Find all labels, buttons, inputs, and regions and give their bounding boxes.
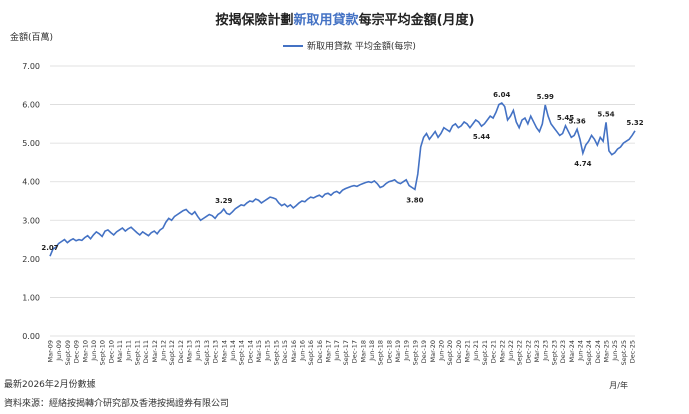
x-tick-label: Sept-24 bbox=[585, 340, 593, 365]
x-tick-label: Mar-10 bbox=[81, 340, 89, 362]
x-tick-label: Jun-16 bbox=[298, 340, 306, 362]
x-tick-label: Jun-09 bbox=[55, 340, 63, 362]
data-label: 6.04 bbox=[493, 91, 510, 99]
x-tick-label: Mar-19 bbox=[394, 340, 402, 362]
x-tick-label: Jun-19 bbox=[403, 340, 411, 362]
x-tick-label: Mar-14 bbox=[220, 340, 228, 362]
y-tick-label: 1.00 bbox=[22, 293, 40, 302]
x-tick-label: Dec-19 bbox=[420, 340, 428, 363]
data-label: 5.54 bbox=[597, 110, 614, 118]
data-label: 5.44 bbox=[473, 133, 490, 141]
x-tick-label: Dec-24 bbox=[594, 340, 602, 363]
x-tick-label: Dec-22 bbox=[524, 340, 532, 363]
x-tick-label: Dec-11 bbox=[142, 340, 150, 363]
y-tick-label: 0.00 bbox=[22, 332, 40, 341]
y-tick-label: 6.00 bbox=[22, 101, 40, 110]
x-tick-label: Dec-21 bbox=[490, 340, 498, 363]
x-tick-label: Sept-19 bbox=[411, 340, 419, 365]
x-tick-label: Dec-15 bbox=[281, 340, 289, 363]
x-tick-label: Dec-10 bbox=[107, 340, 115, 363]
x-tick-label: Jun-10 bbox=[90, 340, 98, 362]
x-tick-label: Sept-09 bbox=[64, 340, 72, 365]
title-part: 每宗平均金額(月度) bbox=[359, 12, 475, 28]
x-tick-label: Sept-11 bbox=[133, 340, 141, 365]
x-tick-label: Jun-15 bbox=[264, 340, 272, 362]
x-tick-label: Sept-16 bbox=[307, 340, 315, 365]
x-tick-label: Jun-14 bbox=[229, 340, 237, 362]
x-tick-label: Sept-13 bbox=[203, 340, 211, 365]
x-tick-label: Mar-16 bbox=[290, 340, 298, 362]
title-part: 按揭保險計劃 bbox=[216, 12, 294, 28]
x-tick-label: Jun-20 bbox=[437, 340, 445, 362]
x-tick-label: Jun-21 bbox=[472, 340, 480, 362]
data-label: 5.45 bbox=[557, 114, 574, 122]
legend-label: 新取用貸款 平均金額(每宗) bbox=[307, 40, 416, 52]
data-label: 4.74 bbox=[574, 160, 591, 168]
x-tick-label: Mar-20 bbox=[429, 340, 437, 362]
x-tick-label: Sept-21 bbox=[481, 340, 489, 365]
x-axis-label: 月/年 bbox=[609, 380, 628, 390]
x-tick-label: Jun-24 bbox=[576, 340, 584, 362]
x-tick-label: Jun-22 bbox=[507, 340, 515, 362]
note: 資料來源：經絡按揭轉介研究部及香港按揭證券有限公司 bbox=[4, 397, 229, 409]
y-tick-label: 3.00 bbox=[22, 216, 40, 225]
x-tick-label: Sept-20 bbox=[446, 340, 454, 365]
x-tick-label: Dec-13 bbox=[212, 340, 220, 363]
y-tick-label: 2.00 bbox=[22, 255, 40, 264]
data-label: 2.07 bbox=[41, 244, 58, 252]
chart-title: 按揭保險計劃新取用貸款每宗平均金額(月度) bbox=[216, 12, 475, 28]
x-tick-label: Dec-14 bbox=[246, 340, 254, 363]
x-tick-label: Jun-25 bbox=[611, 340, 619, 362]
x-tick-label: Mar-22 bbox=[498, 340, 506, 362]
x-tick-label: Mar-24 bbox=[568, 340, 576, 362]
x-tick-label: Jun-18 bbox=[368, 340, 376, 362]
x-tick-label: Sept-14 bbox=[238, 340, 246, 365]
x-tick-label: Dec-17 bbox=[351, 340, 359, 363]
x-tick-label: Sept-22 bbox=[516, 340, 524, 365]
x-tick-label: Jun-23 bbox=[542, 340, 550, 362]
x-tick-label: Sept-25 bbox=[620, 340, 628, 365]
x-tick-label: Sept-23 bbox=[550, 340, 558, 365]
x-tick-label: Dec-20 bbox=[455, 340, 463, 363]
data-label: 5.32 bbox=[626, 119, 643, 127]
x-tick-label: Mar-18 bbox=[359, 340, 367, 362]
x-tick-label: Dec-23 bbox=[559, 340, 567, 363]
data-label: 3.29 bbox=[215, 197, 232, 205]
x-tick-label: Mar-09 bbox=[47, 340, 55, 362]
x-tick-label: Jun-12 bbox=[159, 340, 167, 362]
x-tick-label: Dec-16 bbox=[316, 340, 324, 363]
x-tick-label: Sept-17 bbox=[342, 340, 350, 365]
x-tick-label: Mar-11 bbox=[116, 340, 124, 362]
x-tick-label: Sept-10 bbox=[99, 340, 107, 365]
x-tick-label: Mar-25 bbox=[603, 340, 611, 362]
x-tick-label: Jun-11 bbox=[125, 340, 133, 362]
data-label: 3.80 bbox=[406, 196, 423, 204]
x-tick-label: Dec-25 bbox=[629, 340, 637, 363]
title-part: 新取用貸款 bbox=[294, 12, 360, 28]
x-tick-label: Dec-09 bbox=[73, 340, 81, 363]
x-tick-label: Dec-18 bbox=[385, 340, 393, 363]
x-tick-label: Jun-13 bbox=[194, 340, 202, 362]
data-label: 5.99 bbox=[537, 93, 554, 101]
x-tick-label: Mar-17 bbox=[325, 340, 333, 362]
x-tick-label: Dec-12 bbox=[177, 340, 185, 363]
y-axis-label: 金額(百萬) bbox=[10, 31, 53, 43]
x-tick-label: Mar-15 bbox=[255, 340, 263, 362]
data-label: 5.36 bbox=[568, 117, 585, 125]
x-tick-label: Mar-13 bbox=[186, 340, 194, 362]
y-tick-label: 4.00 bbox=[22, 178, 40, 187]
x-tick-label: Jun-17 bbox=[333, 340, 341, 362]
note: 最新2026年2月份數據 bbox=[4, 378, 96, 390]
y-tick-label: 5.00 bbox=[22, 139, 40, 148]
x-tick-label: Mar-12 bbox=[151, 340, 159, 362]
series-line bbox=[49, 102, 636, 257]
y-tick-label: 7.00 bbox=[22, 62, 40, 71]
x-tick-label: Sept-12 bbox=[168, 340, 176, 365]
x-tick-label: Sept-15 bbox=[272, 340, 280, 365]
x-tick-label: Mar-21 bbox=[464, 340, 472, 362]
x-tick-label: Sept-18 bbox=[377, 340, 385, 365]
x-tick-label: Mar-23 bbox=[533, 340, 541, 362]
